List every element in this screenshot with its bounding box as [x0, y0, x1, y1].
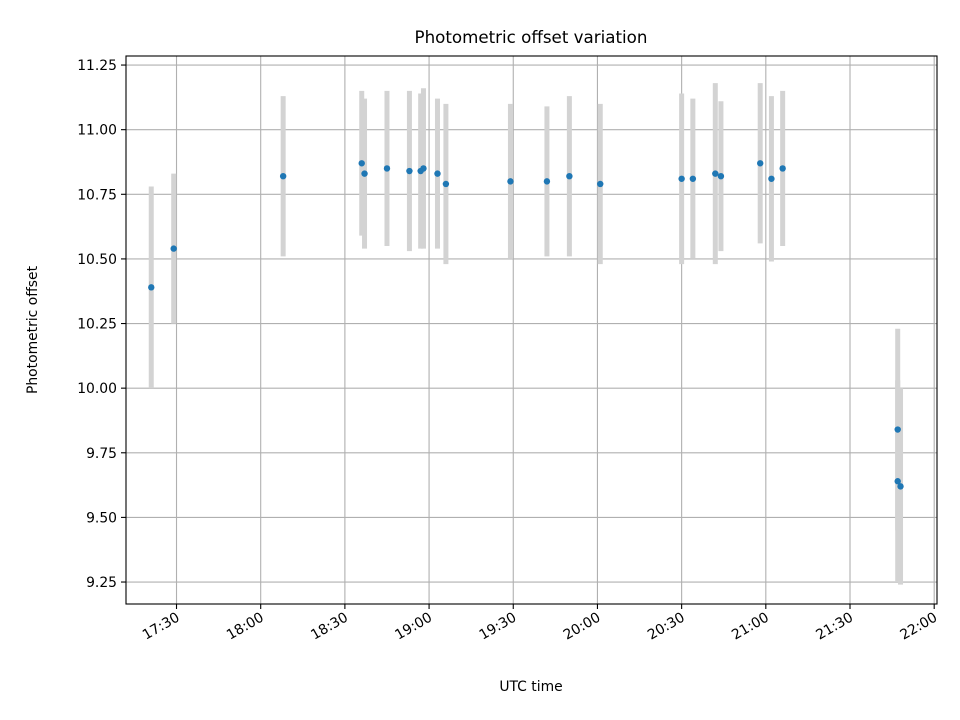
data-point	[170, 245, 177, 252]
plot-area-frame	[125, 55, 938, 605]
x-tick-label: 22:00	[898, 610, 941, 644]
y-axis-title: Photometric offset	[25, 265, 41, 394]
x-tick-label: 21:30	[813, 610, 856, 644]
data-point	[148, 284, 155, 291]
data-point	[279, 172, 287, 180]
y-tick-label: 10.75	[77, 187, 117, 203]
data-point	[597, 180, 604, 188]
y-tick-label: 10.50	[77, 252, 117, 268]
data-point	[678, 175, 685, 182]
y-tick-label: 9.75	[86, 446, 117, 462]
x-tick-label: 19:00	[392, 610, 435, 644]
y-tick-label: 10.25	[77, 317, 117, 333]
x-tick-label: 21:00	[729, 610, 772, 644]
chart-title: Photometric offset variation	[415, 27, 648, 47]
data-point	[689, 175, 697, 182]
data-point	[507, 178, 514, 185]
data-point	[434, 170, 441, 177]
x-tick-label: 18:00	[224, 610, 267, 644]
data-point	[358, 160, 365, 167]
data-point	[897, 483, 904, 490]
data-point	[712, 170, 719, 177]
y-tick-label: 11.25	[77, 58, 117, 74]
grid-lines	[126, 56, 937, 604]
x-tick-label: 20:00	[561, 610, 604, 644]
data-point	[442, 180, 450, 188]
data-point	[894, 426, 901, 433]
data-point	[566, 172, 573, 180]
data-point	[757, 160, 764, 167]
data-point	[406, 167, 413, 175]
y-tick-label: 11.00	[77, 123, 117, 139]
x-axis-ticks: 17:30 18:00 18:30 19:00 19:30 20:00 20:30 21:00…	[140, 604, 940, 643]
data-point	[717, 172, 725, 180]
y-tick-label: 9.50	[86, 510, 117, 526]
y-tick-label: 9.25	[86, 575, 117, 591]
data-point	[543, 178, 551, 185]
data-point	[779, 165, 786, 172]
error-bars	[148, 83, 904, 585]
data-point	[361, 170, 368, 177]
x-axis-title: UTC time	[499, 679, 562, 695]
data-point	[383, 165, 391, 172]
data-points	[148, 160, 904, 490]
data-point	[420, 165, 427, 172]
y-axis-ticks: 9.25 9.50 9.75 10.00 10.25 10.50 10.75 11.00 11.…	[77, 58, 126, 591]
x-tick-label: 19:30	[477, 610, 520, 644]
data-point	[894, 478, 901, 485]
data-point	[768, 175, 775, 182]
x-tick-label: 18:30	[308, 610, 351, 644]
y-tick-label: 10.00	[77, 381, 117, 397]
x-tick-label: 20:30	[645, 610, 688, 644]
x-tick-label: 17:30	[140, 610, 183, 644]
